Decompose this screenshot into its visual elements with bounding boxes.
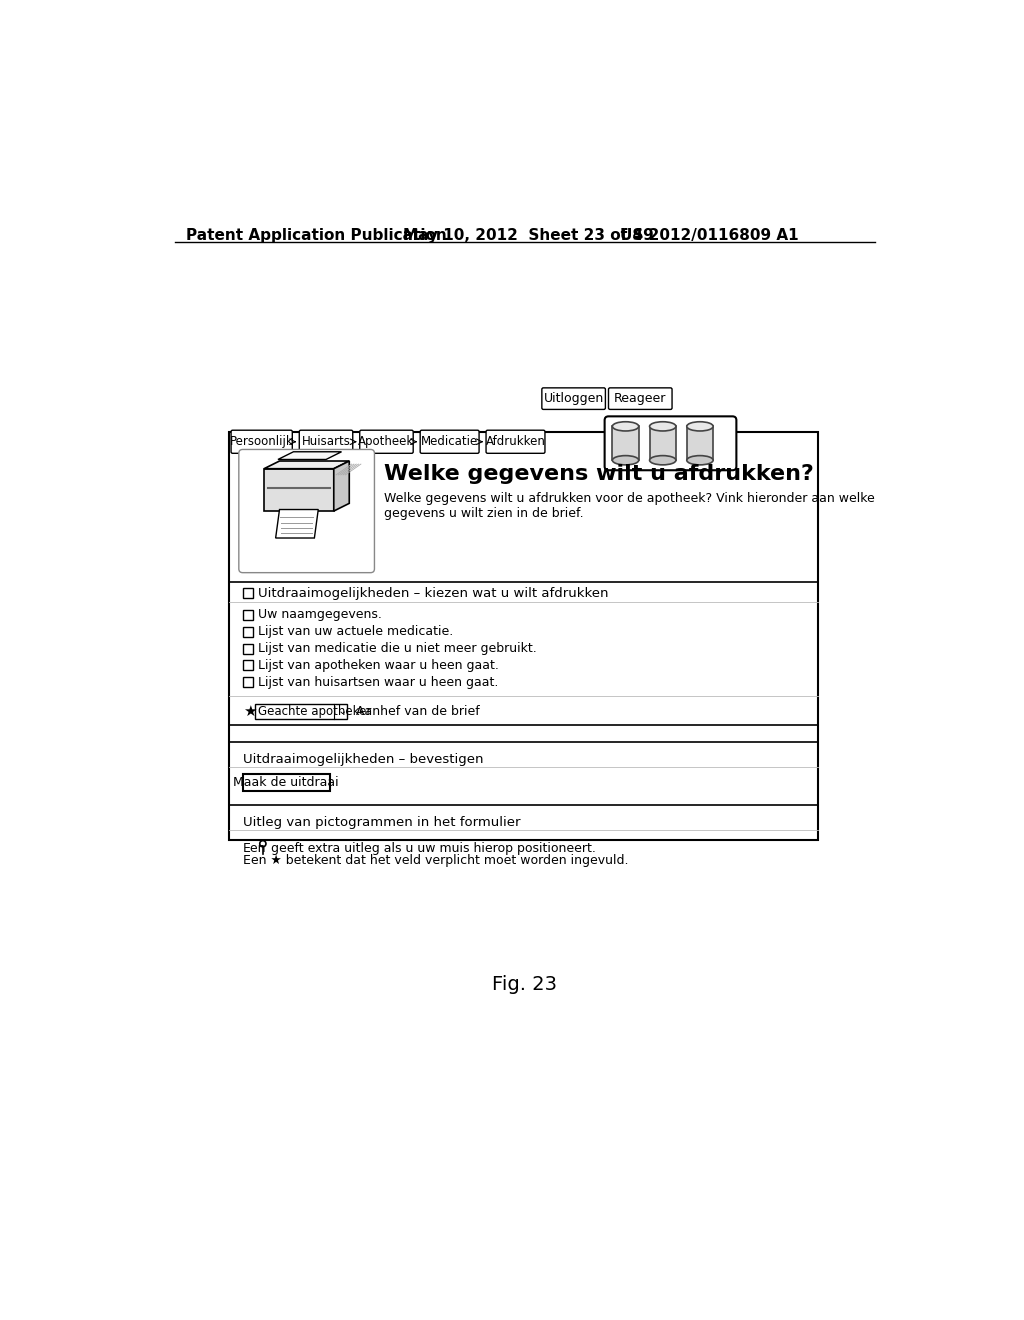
FancyBboxPatch shape [604,416,736,470]
Ellipse shape [687,422,713,432]
Text: Een ★ betekent dat het veld verplicht moet worden ingevuld.: Een ★ betekent dat het veld verplicht mo… [243,854,628,867]
Bar [228,432,818,840]
Text: Uitdraaimogelijkheden – kiezen wat u wilt afdrukken: Uitdraaimogelijkheden – kiezen wat u wil… [258,586,608,599]
Text: Persoonlijk: Persoonlijk [229,436,294,449]
Bar [612,426,639,461]
Text: Lijst van medicatie die u niet meer gebruikt.: Lijst van medicatie die u niet meer gebr… [258,642,537,655]
Bar [687,426,713,461]
Bar [255,704,346,719]
Text: ⌄: ⌄ [338,706,347,717]
Text: Welke gegevens wilt u afdrukken voor de apotheek? Vink hieronder aan welke
gegev: Welke gegevens wilt u afdrukken voor de … [384,492,874,520]
FancyBboxPatch shape [239,449,375,573]
Polygon shape [264,461,349,469]
Text: Uitleg van pictogrammen in het formulier: Uitleg van pictogrammen in het formulier [243,816,520,829]
FancyBboxPatch shape [608,388,672,409]
Bar [243,610,253,619]
Text: Uw naamgegevens.: Uw naamgegevens. [258,609,382,622]
Text: Uitdraaimogelijkheden – bevestigen: Uitdraaimogelijkheden – bevestigen [243,752,483,766]
Bar [243,644,253,653]
Text: ★: ★ [243,704,256,719]
Text: geeft extra uitleg als u uw muis hierop positioneert.: geeft extra uitleg als u uw muis hierop … [270,842,596,855]
Bar [649,426,676,461]
Text: Huisarts: Huisarts [302,436,350,449]
Text: Afdrukken: Afdrukken [485,436,546,449]
FancyBboxPatch shape [231,430,292,453]
Ellipse shape [649,455,676,465]
Text: Medicatie: Medicatie [421,436,478,449]
Text: Lijst van uw actuele medicatie.: Lijst van uw actuele medicatie. [258,626,454,638]
Bar [243,589,253,598]
Text: Aanhef van de brief: Aanhef van de brief [356,705,479,718]
FancyBboxPatch shape [299,430,352,453]
Text: Uitloggen: Uitloggen [544,392,604,405]
Text: US 2012/0116809 A1: US 2012/0116809 A1 [621,227,799,243]
Text: Maak de uitdraai: Maak de uitdraai [233,776,339,789]
Bar [243,775,330,792]
Text: Geachte apotheker: Geachte apotheker [258,705,372,718]
FancyBboxPatch shape [359,430,414,453]
Text: Een: Een [243,842,266,855]
FancyBboxPatch shape [542,388,605,409]
Text: Patent Application Publication: Patent Application Publication [186,227,446,243]
Text: Lijst van apotheken waar u heen gaat.: Lijst van apotheken waar u heen gaat. [258,659,499,672]
Text: May 10, 2012  Sheet 23 of 49: May 10, 2012 Sheet 23 of 49 [403,227,654,243]
Bar [243,627,253,636]
Ellipse shape [649,422,676,432]
Polygon shape [278,451,342,459]
Text: Welke gegevens wilt u afdrukken?: Welke gegevens wilt u afdrukken? [384,465,814,484]
Text: Lijst van huisartsen waar u heen gaat.: Lijst van huisartsen waar u heen gaat. [258,676,499,689]
Text: Fig. 23: Fig. 23 [493,974,557,994]
Ellipse shape [612,422,639,432]
Ellipse shape [687,455,713,465]
Polygon shape [264,469,334,511]
FancyBboxPatch shape [420,430,479,453]
Bar [243,660,253,671]
Polygon shape [334,461,349,511]
Text: Reageer: Reageer [614,392,667,405]
FancyBboxPatch shape [486,430,545,453]
Polygon shape [275,510,318,539]
Text: Apotheek: Apotheek [358,436,415,449]
Ellipse shape [612,455,639,465]
Bar [243,677,253,688]
